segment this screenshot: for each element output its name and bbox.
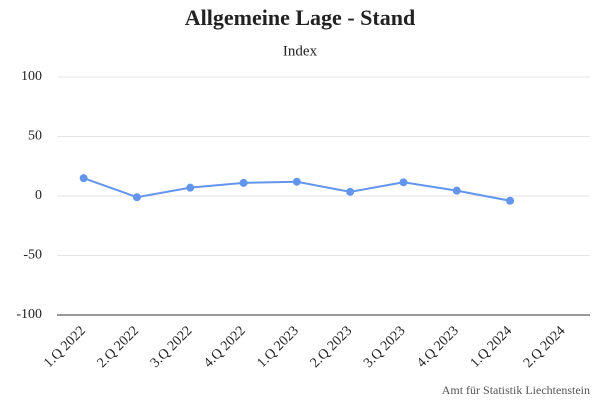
point [506, 196, 515, 205]
y-tick-label: -50 [23, 248, 42, 263]
x-tick-label: 3.Q 2023 [361, 323, 408, 370]
y-tick-label: -100 [16, 307, 42, 322]
y-tick-label: 50 [28, 129, 42, 144]
x-tick-label: 3.Q 2022 [148, 323, 195, 370]
chart-subtitle: Index [283, 43, 318, 59]
x-tick-label: 2.Q 2024 [521, 323, 568, 370]
y-tick-label: 100 [21, 69, 42, 84]
point [399, 178, 408, 187]
x-tick-label: 2.Q 2022 [95, 323, 142, 370]
point [452, 186, 461, 195]
point [132, 193, 141, 202]
x-tick-label: 1.Q 2023 [254, 323, 301, 370]
x-tick-label: 2.Q 2023 [308, 323, 355, 370]
point [239, 178, 248, 187]
x-tick-label: 4.Q 2023 [414, 323, 461, 370]
y-tick-label: 0 [35, 188, 42, 203]
point [186, 183, 195, 192]
chart-title: Allgemeine Lage - Stand [185, 5, 415, 30]
source: Amt für Statistik Liechtenstein [442, 383, 590, 397]
point [346, 187, 355, 196]
point [292, 177, 301, 186]
x-tick-label: 1.Q 2022 [41, 323, 88, 370]
x-tick-label: 1.Q 2024 [468, 323, 515, 370]
point [79, 174, 88, 183]
x-tick-label: 4.Q 2022 [201, 323, 248, 370]
